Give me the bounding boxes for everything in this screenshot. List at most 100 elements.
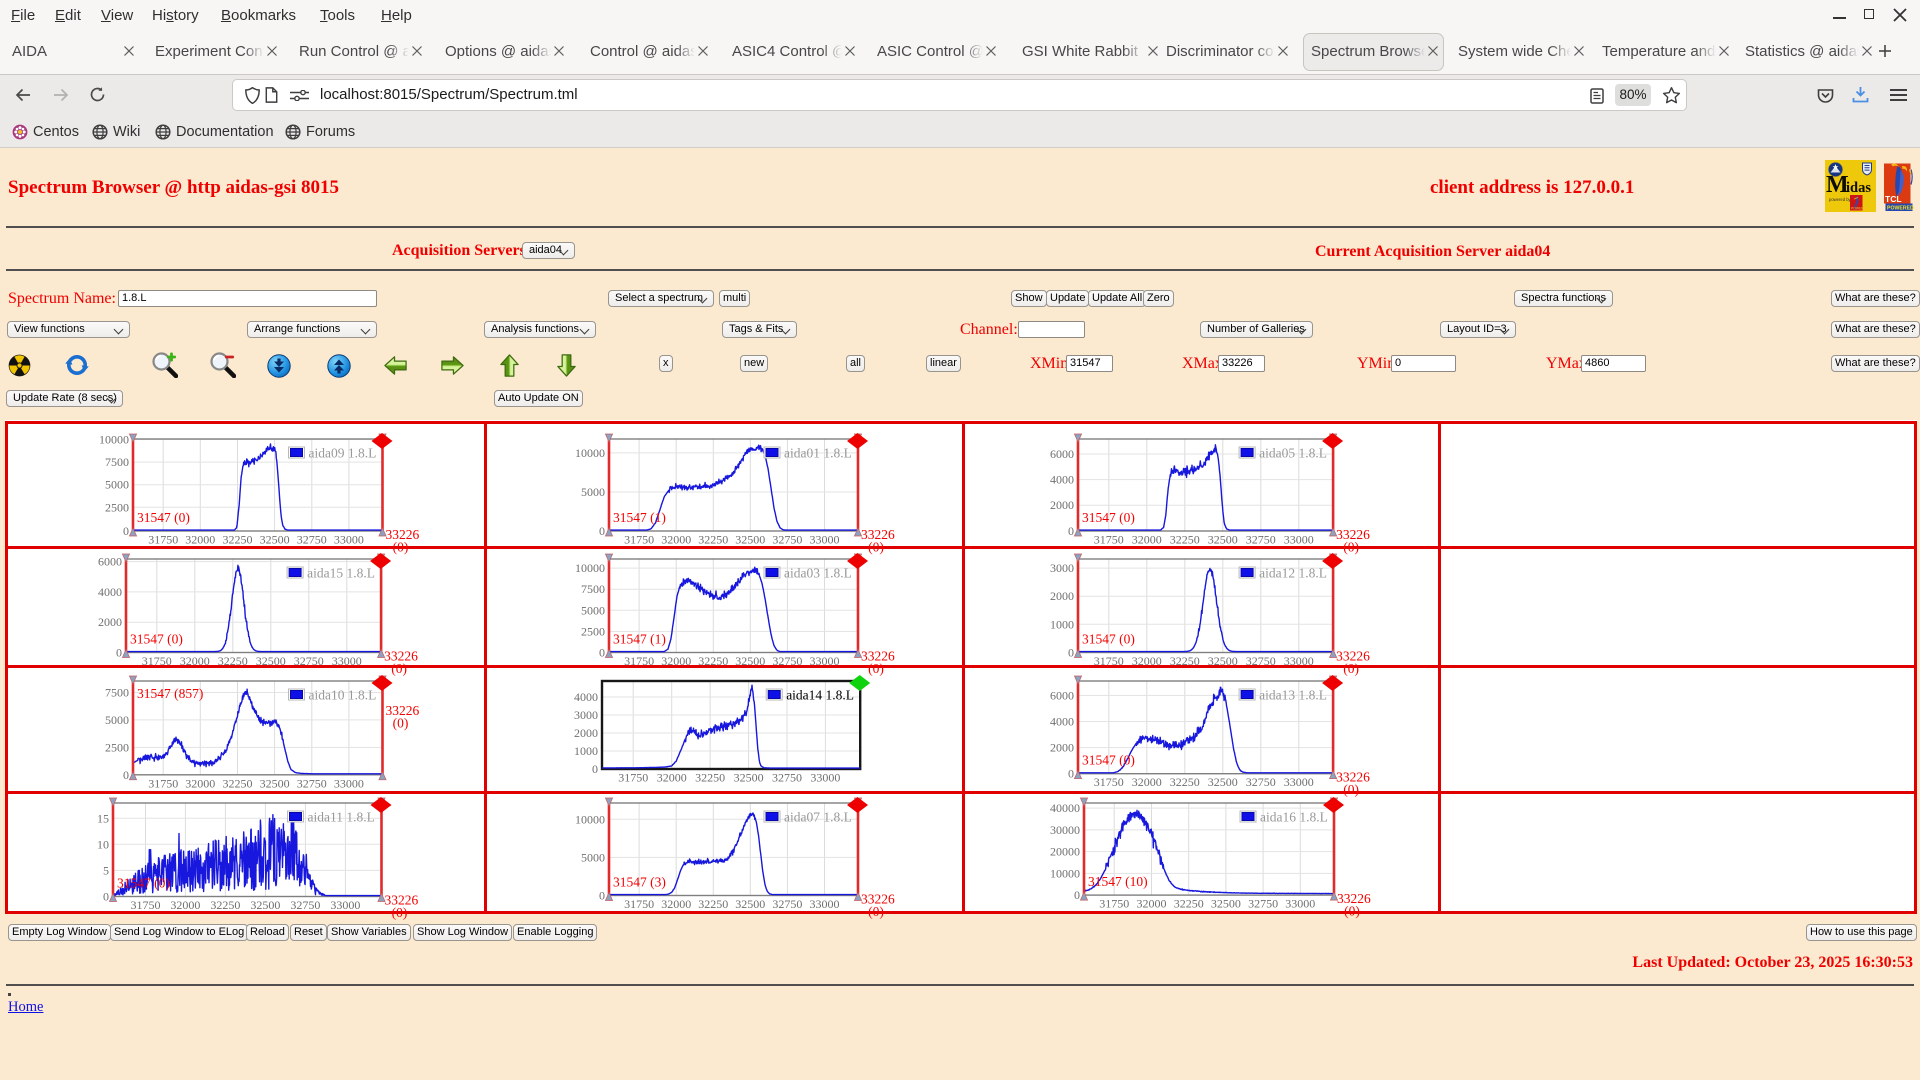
- svg-text:M: M: [1826, 172, 1849, 198]
- svg-text:2000: 2000: [1050, 589, 1074, 603]
- svg-text:32500: 32500: [1210, 897, 1240, 911]
- svg-text:33000: 33000: [332, 654, 362, 668]
- svg-text:0: 0: [1068, 767, 1074, 781]
- svg-text:idas: idas: [1846, 180, 1871, 196]
- svg-text:POWERED: POWERED: [1887, 206, 1914, 211]
- svg-text:0: 0: [123, 768, 129, 782]
- svg-text:(0): (0): [392, 905, 408, 920]
- svg-text:3000: 3000: [1050, 561, 1074, 575]
- svg-text:5000: 5000: [105, 477, 129, 491]
- svg-text:31750: 31750: [1094, 775, 1124, 789]
- svg-text:31547 (0): 31547 (0): [130, 632, 183, 647]
- svg-text:0: 0: [599, 646, 605, 660]
- svg-text:aida01 1.8.L: aida01 1.8.L: [784, 445, 852, 460]
- svg-text:33226: 33226: [385, 703, 419, 718]
- svg-text:32000: 32000: [661, 897, 691, 911]
- svg-text:31750: 31750: [131, 898, 161, 912]
- svg-text:aida16 1.8.L: aida16 1.8.L: [1260, 810, 1328, 825]
- svg-text:4000: 4000: [1050, 472, 1074, 486]
- svg-text:33000: 33000: [1285, 897, 1315, 911]
- svg-text:aida03 1.8.L: aida03 1.8.L: [784, 566, 852, 581]
- svg-text:(0): (0): [868, 661, 884, 676]
- svg-text:32000: 32000: [1132, 775, 1162, 789]
- svg-text:32500: 32500: [735, 897, 765, 911]
- svg-text:0: 0: [1068, 524, 1074, 538]
- svg-text:32750: 32750: [294, 654, 324, 668]
- svg-text:32500: 32500: [735, 654, 765, 668]
- svg-text:33226: 33226: [1337, 891, 1371, 906]
- svg-text:(0): (0): [392, 716, 408, 731]
- svg-text:aida05 1.8.L: aida05 1.8.L: [1259, 445, 1327, 460]
- svg-text:31750: 31750: [624, 654, 654, 668]
- svg-text:(0): (0): [1344, 782, 1360, 797]
- svg-text:32000: 32000: [1136, 897, 1166, 911]
- svg-text:33000: 33000: [333, 776, 363, 790]
- svg-text:powered by: powered by: [1829, 197, 1852, 202]
- svg-text:32000: 32000: [1132, 654, 1162, 668]
- svg-text:4000: 4000: [98, 585, 122, 599]
- svg-text:31547 (1): 31547 (1): [613, 510, 666, 525]
- svg-text:32500: 32500: [734, 771, 764, 785]
- svg-text:33226: 33226: [384, 649, 418, 664]
- svg-text:TCL: TCL: [1885, 194, 1902, 204]
- svg-text:aida14 1.8.L: aida14 1.8.L: [786, 688, 854, 703]
- svg-text:32000: 32000: [1132, 532, 1162, 546]
- svg-text:32250: 32250: [698, 532, 728, 546]
- svg-text:31547 (0): 31547 (0): [137, 510, 190, 525]
- svg-text:32000: 32000: [170, 898, 200, 912]
- svg-text:10000: 10000: [575, 445, 605, 459]
- svg-text:10000: 10000: [575, 561, 605, 575]
- svg-text:32500: 32500: [250, 898, 280, 912]
- svg-text:(0): (0): [868, 539, 884, 554]
- svg-text:aida12 1.8.L: aida12 1.8.L: [1259, 566, 1327, 581]
- svg-text:32750: 32750: [290, 898, 320, 912]
- svg-text:32250: 32250: [698, 654, 728, 668]
- svg-text:2500: 2500: [105, 500, 129, 514]
- svg-text:6000: 6000: [1050, 447, 1074, 461]
- svg-text:31750: 31750: [1094, 532, 1124, 546]
- svg-text:10000: 10000: [1050, 867, 1080, 881]
- svg-text:31750: 31750: [624, 532, 654, 546]
- svg-text:32000: 32000: [657, 771, 687, 785]
- svg-text:32750: 32750: [772, 897, 802, 911]
- svg-text:33000: 33000: [330, 898, 360, 912]
- svg-text:33226: 33226: [861, 527, 895, 542]
- svg-text:32000: 32000: [661, 532, 691, 546]
- svg-text:31547 (10): 31547 (10): [1088, 874, 1148, 889]
- svg-text:5000: 5000: [581, 603, 605, 617]
- svg-text:32500: 32500: [256, 654, 286, 668]
- svg-text:7500: 7500: [105, 455, 129, 469]
- svg-text:33000: 33000: [809, 897, 839, 911]
- svg-text:32500: 32500: [259, 776, 289, 790]
- svg-text:31547 (0): 31547 (0): [1082, 632, 1135, 647]
- svg-text:0: 0: [1068, 646, 1074, 660]
- svg-text:32000: 32000: [185, 776, 215, 790]
- svg-text:33226: 33226: [1336, 770, 1370, 785]
- svg-text:32250: 32250: [1170, 775, 1200, 789]
- svg-text:31750: 31750: [618, 771, 648, 785]
- svg-text:6000: 6000: [98, 555, 122, 569]
- svg-text:0: 0: [116, 646, 122, 660]
- svg-text:33000: 33000: [1284, 654, 1314, 668]
- svg-text:31750: 31750: [148, 532, 178, 546]
- svg-text:33226: 33226: [861, 649, 895, 664]
- svg-text:31750: 31750: [148, 776, 178, 790]
- svg-text:32500: 32500: [1208, 775, 1238, 789]
- svg-text:0: 0: [599, 524, 605, 538]
- svg-text:(0): (0): [1344, 661, 1360, 676]
- svg-text:aida09 1.8.L: aida09 1.8.L: [308, 445, 376, 460]
- svg-text:2000: 2000: [1050, 741, 1074, 755]
- svg-text:32750: 32750: [772, 654, 802, 668]
- svg-text:31750: 31750: [624, 897, 654, 911]
- svg-text:32250: 32250: [1170, 654, 1200, 668]
- svg-text:32750: 32750: [1246, 775, 1276, 789]
- svg-text:10000: 10000: [99, 432, 129, 446]
- svg-text:2000: 2000: [574, 726, 598, 740]
- svg-text:aida15 1.8.L: aida15 1.8.L: [307, 566, 375, 581]
- svg-text:32750: 32750: [772, 532, 802, 546]
- svg-text:0: 0: [103, 890, 109, 904]
- svg-text:7500: 7500: [581, 582, 605, 596]
- svg-text:31750: 31750: [1099, 897, 1129, 911]
- svg-text:31547 (0): 31547 (0): [1082, 510, 1135, 525]
- svg-text:2000: 2000: [1050, 498, 1074, 512]
